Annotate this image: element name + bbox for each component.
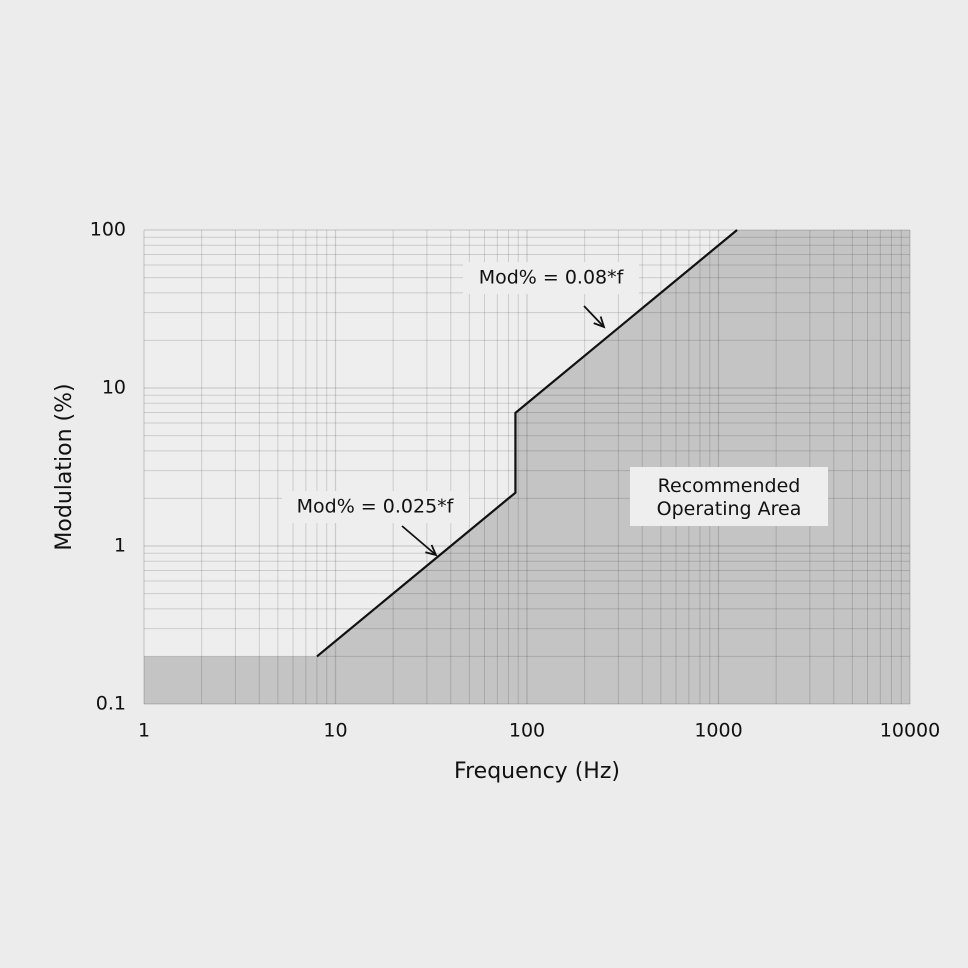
y-tick-label: 10: [102, 377, 126, 399]
line-layer: [316, 229, 738, 658]
x-tick-label: 1: [138, 720, 150, 742]
x-axis-label: Frequency (Hz): [454, 759, 620, 784]
annotation-box: [630, 467, 828, 526]
x-tick-label: 100: [509, 720, 545, 742]
x-tick-label: 10000: [880, 720, 940, 742]
annotation-arrow: [401, 525, 437, 556]
operating-area: [144, 230, 910, 704]
annotation: Mod% = 0.025*f: [297, 496, 455, 518]
annotation: Mod% = 0.08*f: [479, 267, 625, 289]
annotation: Recommended Operating Area: [657, 475, 802, 520]
limit-line: [316, 229, 738, 658]
y-tick-label: 0.1: [96, 693, 126, 715]
area-layer: [144, 230, 910, 704]
annotation-box: [463, 262, 639, 294]
y-tick-label: 1: [114, 535, 126, 557]
annotation-arrow: [583, 305, 605, 328]
arrow-head: [593, 316, 606, 329]
annotations: Mod% = 0.08*f Mod% = 0.025*f Recommended Op…: [282, 262, 828, 557]
y-axis-label: Modulation (%): [52, 383, 77, 550]
x-tick-label: 1000: [694, 720, 742, 742]
arrow-head: [425, 544, 438, 557]
grid: [143, 229, 911, 705]
annotation-box: [282, 491, 469, 523]
x-tick-label: 10: [323, 720, 347, 742]
y-tick-label: 100: [90, 219, 126, 241]
